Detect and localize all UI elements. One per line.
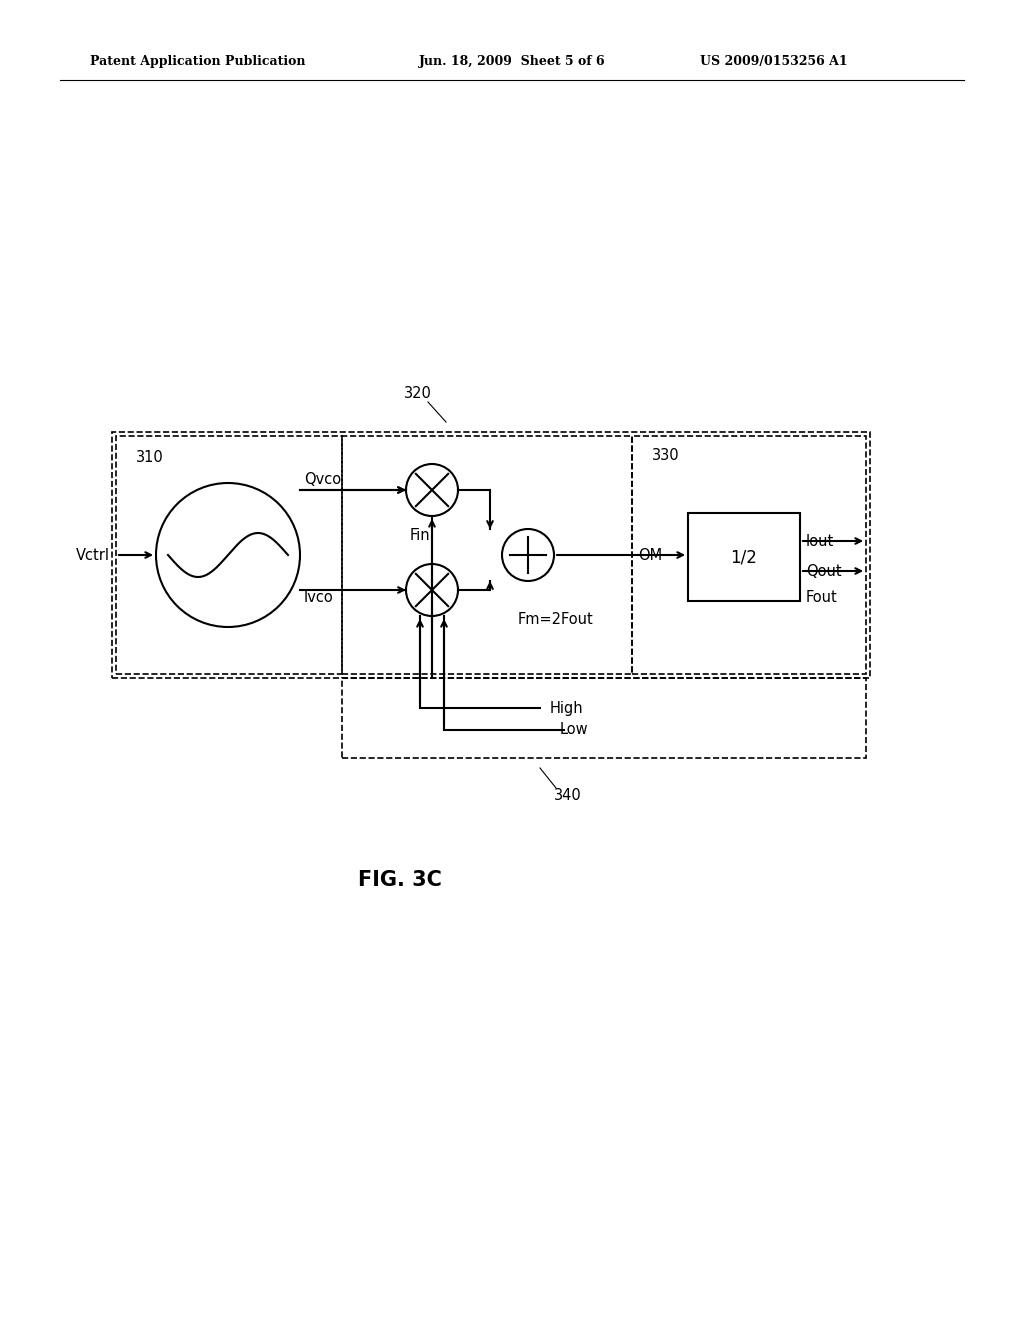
Text: Jun. 18, 2009  Sheet 5 of 6: Jun. 18, 2009 Sheet 5 of 6: [419, 55, 605, 69]
Text: 340: 340: [554, 788, 582, 804]
Text: 310: 310: [136, 450, 164, 466]
Text: Vctrl: Vctrl: [76, 548, 110, 562]
Bar: [342, 436, 632, 675]
Text: 320: 320: [404, 387, 432, 401]
Bar: [112, 432, 870, 678]
Bar: [116, 436, 342, 675]
Text: OM: OM: [638, 548, 663, 562]
Bar: [342, 678, 866, 758]
Text: 330: 330: [652, 449, 680, 463]
Text: Qvco: Qvco: [304, 473, 341, 487]
Text: Patent Application Publication: Patent Application Publication: [90, 55, 305, 69]
Text: Fm=2Fout: Fm=2Fout: [518, 612, 594, 627]
Text: Ivco: Ivco: [304, 590, 334, 606]
Text: High: High: [550, 701, 584, 715]
Text: Fin: Fin: [410, 528, 431, 543]
Text: Low: Low: [560, 722, 589, 738]
Text: 1/2: 1/2: [730, 548, 758, 566]
Text: Fout: Fout: [806, 590, 838, 605]
Text: Qout: Qout: [806, 564, 842, 578]
Bar: [688, 513, 800, 601]
Bar: [632, 436, 866, 675]
Text: Iout: Iout: [806, 533, 835, 549]
Text: FIG. 3C: FIG. 3C: [358, 870, 442, 890]
Text: US 2009/0153256 A1: US 2009/0153256 A1: [700, 55, 848, 69]
